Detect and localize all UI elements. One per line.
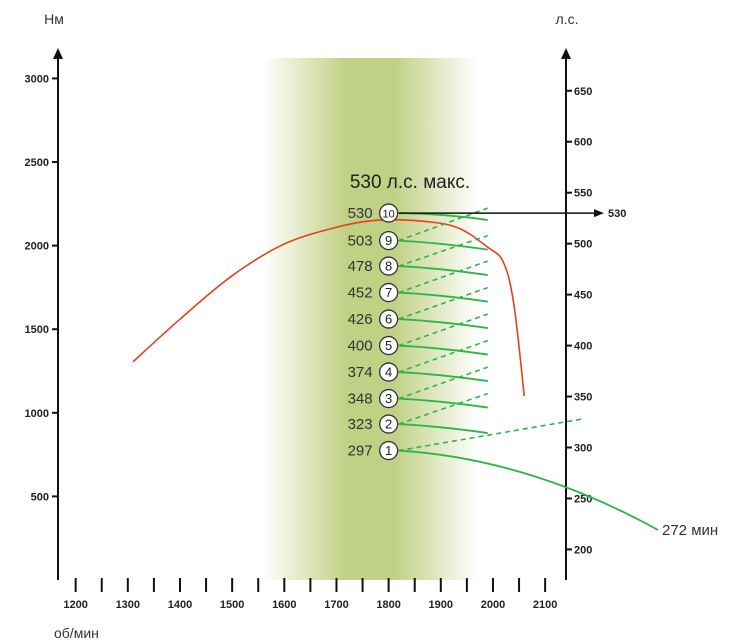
gear-number: 3 (385, 391, 392, 406)
y-left-tick-label: 2500 (25, 157, 49, 169)
y-right-tick-label: 600 (574, 137, 592, 149)
x-tick-label: 2000 (481, 599, 505, 611)
x-tick-label: 1600 (272, 599, 296, 611)
gear-line (398, 371, 488, 382)
gear-line (398, 239, 488, 251)
gear-shift-line (398, 234, 489, 267)
gear-circle (378, 362, 399, 382)
y-left-tick-label: 1000 (25, 408, 49, 420)
max-power-arrow-head (594, 209, 604, 218)
gear-line (398, 318, 488, 329)
gear-line (398, 397, 488, 409)
x-tick-label: 1500 (220, 599, 244, 611)
gear-circle (378, 230, 399, 251)
gear-hp-label: 530 (348, 205, 373, 222)
gear-hp-label: 374 (348, 364, 373, 381)
gear-circle (378, 203, 399, 223)
ticks-layer: 5001000150020002500300020025030035040045… (25, 73, 593, 611)
y-right-axis-arrow (561, 48, 571, 59)
y-right-tick-label: 650 (574, 86, 592, 98)
x-tick-label: 1900 (429, 599, 453, 611)
y-right-tick-label: 450 (574, 290, 592, 302)
axes-layer: Нм л.с. об/мин (44, 11, 578, 641)
gear-circle (378, 256, 399, 276)
gear-shift-line (398, 260, 489, 294)
highlight-band (263, 58, 478, 580)
max-power-arrow-label: 530 (608, 208, 626, 220)
y-left-axis-arrow (53, 48, 63, 59)
gear-hp-label: 323 (348, 416, 373, 433)
gear-number: 8 (385, 259, 392, 274)
x-tick-label: 1300 (116, 599, 140, 611)
gear-line (398, 423, 488, 434)
gear-number: 2 (385, 417, 392, 432)
y-right-tick-label: 200 (574, 544, 592, 556)
gear-circle (378, 309, 399, 329)
max-power-label: 530 л.с. макс. (350, 172, 470, 193)
gear-shift-line (398, 313, 489, 347)
gear-number: 5 (385, 338, 392, 353)
x-tick-label: 1400 (168, 599, 192, 611)
gear-hp-label: 348 (348, 391, 373, 408)
gear-shift-line (398, 286, 489, 320)
gear-shift-line (398, 392, 489, 425)
gear-circle (378, 388, 399, 409)
gear-layer: 272 мин530129723233348437454006426745284… (348, 203, 718, 539)
gear-number: 1 (385, 443, 392, 458)
gear-hp-label: 452 (348, 285, 373, 302)
y-right-tick-label: 500 (574, 239, 592, 251)
gear-number: 10 (383, 209, 395, 221)
gear-number: 6 (385, 312, 392, 327)
y-right-tick-label: 350 (574, 392, 592, 404)
x-tick-label: 2100 (533, 599, 557, 611)
x-unit-label: об/мин (54, 625, 99, 641)
y-left-unit-label: Нм (44, 11, 64, 27)
y-right-tick-label: 250 (574, 493, 592, 505)
gear-line (398, 265, 488, 276)
gear-shift-line (398, 366, 489, 400)
torque-curve (132, 218, 526, 397)
y-left-tick-label: 1500 (25, 324, 49, 336)
gear-shift-line (398, 418, 582, 452)
curve-layer (132, 218, 526, 397)
gear-line-1 (398, 449, 659, 531)
highlight-band-layer (263, 58, 478, 580)
gear-line (398, 344, 488, 356)
y-right-unit-label: л.с. (556, 11, 579, 27)
y-right-tick-label: 400 (574, 341, 592, 353)
x-tick-label: 1700 (324, 599, 348, 611)
gear-shift-line (398, 339, 489, 373)
gear-hp-label: 426 (348, 311, 373, 328)
gear-number: 7 (385, 285, 392, 300)
gear-circle (378, 440, 399, 461)
y-right-tick-label: 550 (574, 188, 592, 200)
gear-circle (378, 282, 399, 303)
gear-circle (378, 335, 399, 356)
x-tick-label: 1200 (63, 599, 87, 611)
gear-number: 4 (385, 365, 392, 380)
gear-hp-label: 503 (348, 233, 373, 250)
gear-hp-label: 400 (348, 338, 373, 355)
y-left-tick-label: 500 (31, 491, 49, 503)
gear-hp-label: 297 (348, 443, 373, 460)
y-left-tick-label: 3000 (25, 73, 49, 85)
gear-hp-label: 478 (348, 258, 373, 275)
y-left-tick-label: 2000 (25, 241, 49, 253)
gear-number: 9 (385, 233, 392, 248)
x-tick-label: 1800 (376, 599, 400, 611)
gear-shift-line (398, 207, 489, 242)
torque-end-label: 272 мин (662, 522, 718, 539)
gear-circle (378, 414, 399, 434)
gear-line (398, 291, 488, 303)
y-right-tick-label: 300 (574, 443, 592, 455)
